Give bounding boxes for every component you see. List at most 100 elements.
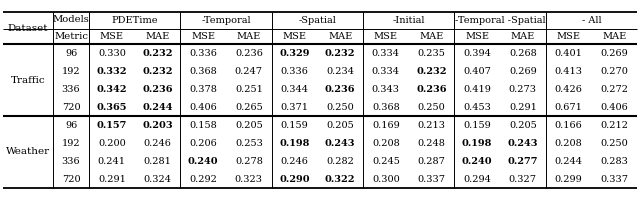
Text: MSE: MSE xyxy=(465,32,489,41)
Text: Metric: Metric xyxy=(54,32,88,41)
Text: 0.291: 0.291 xyxy=(98,174,126,183)
Text: 0.206: 0.206 xyxy=(189,138,217,147)
Text: 0.212: 0.212 xyxy=(600,120,628,129)
Text: 0.337: 0.337 xyxy=(600,174,628,183)
Text: 0.232: 0.232 xyxy=(142,49,173,58)
Text: 0.198: 0.198 xyxy=(462,138,492,147)
Text: -Temporal: -Temporal xyxy=(201,16,251,25)
Text: 0.322: 0.322 xyxy=(325,174,355,183)
Text: 0.208: 0.208 xyxy=(555,138,582,147)
Text: 0.292: 0.292 xyxy=(189,174,217,183)
Text: 0.300: 0.300 xyxy=(372,174,400,183)
Text: 192: 192 xyxy=(61,138,80,147)
Text: MSE: MSE xyxy=(282,32,307,41)
Text: 0.342: 0.342 xyxy=(97,85,127,94)
Text: 0.205: 0.205 xyxy=(326,120,354,129)
Text: 0.336: 0.336 xyxy=(189,49,217,58)
Text: 0.365: 0.365 xyxy=(97,103,127,111)
Text: - All: - All xyxy=(582,16,601,25)
Text: 0.240: 0.240 xyxy=(462,156,492,165)
Text: MAE: MAE xyxy=(145,32,170,41)
Text: 0.671: 0.671 xyxy=(555,103,582,111)
Text: -Initial: -Initial xyxy=(392,16,425,25)
Text: 0.299: 0.299 xyxy=(555,174,582,183)
Text: 0.200: 0.200 xyxy=(98,138,125,147)
Text: 0.251: 0.251 xyxy=(235,85,263,94)
Text: 0.378: 0.378 xyxy=(189,85,217,94)
Text: 336: 336 xyxy=(61,156,80,165)
Text: MSE: MSE xyxy=(557,32,580,41)
Text: 0.291: 0.291 xyxy=(509,103,537,111)
Text: 0.205: 0.205 xyxy=(509,120,537,129)
Text: 0.413: 0.413 xyxy=(554,67,582,76)
Text: 0.337: 0.337 xyxy=(417,174,445,183)
Text: 0.401: 0.401 xyxy=(555,49,582,58)
Text: 0.244: 0.244 xyxy=(554,156,582,165)
Text: 0.159: 0.159 xyxy=(463,120,491,129)
Text: 0.283: 0.283 xyxy=(600,156,628,165)
Text: 0.394: 0.394 xyxy=(463,49,491,58)
Text: 0.343: 0.343 xyxy=(372,85,400,94)
Text: 0.368: 0.368 xyxy=(372,103,400,111)
Text: 0.368: 0.368 xyxy=(189,67,217,76)
Text: 0.250: 0.250 xyxy=(418,103,445,111)
Text: MAE: MAE xyxy=(511,32,535,41)
Text: 0.273: 0.273 xyxy=(509,85,537,94)
Text: 96: 96 xyxy=(65,49,77,58)
Text: 0.248: 0.248 xyxy=(417,138,445,147)
Text: 0.235: 0.235 xyxy=(417,49,445,58)
Text: 0.203: 0.203 xyxy=(142,120,173,129)
Text: 192: 192 xyxy=(61,67,80,76)
Text: 0.453: 0.453 xyxy=(463,103,491,111)
Text: 0.332: 0.332 xyxy=(97,67,127,76)
Text: 0.426: 0.426 xyxy=(555,85,582,94)
Text: 0.281: 0.281 xyxy=(143,156,172,165)
Text: 0.243: 0.243 xyxy=(325,138,355,147)
Text: 0.243: 0.243 xyxy=(508,138,538,147)
Text: 0.407: 0.407 xyxy=(463,67,491,76)
Text: 0.327: 0.327 xyxy=(509,174,537,183)
Text: 0.269: 0.269 xyxy=(509,67,537,76)
Text: 0.290: 0.290 xyxy=(279,174,310,183)
Text: 0.234: 0.234 xyxy=(326,67,354,76)
Text: 0.236: 0.236 xyxy=(325,85,355,94)
Text: 0.198: 0.198 xyxy=(279,138,310,147)
Text: 0.247: 0.247 xyxy=(235,67,263,76)
Text: 0.323: 0.323 xyxy=(235,174,263,183)
Text: 0.246: 0.246 xyxy=(280,156,308,165)
Text: -Spatial: -Spatial xyxy=(298,16,336,25)
Text: 0.205: 0.205 xyxy=(235,120,262,129)
Text: 0.208: 0.208 xyxy=(372,138,400,147)
Text: MAE: MAE xyxy=(419,32,444,41)
Text: 96: 96 xyxy=(65,120,77,129)
Text: 0.334: 0.334 xyxy=(372,67,400,76)
Text: -Temporal -Spatial: -Temporal -Spatial xyxy=(454,16,545,25)
Text: 0.157: 0.157 xyxy=(97,120,127,129)
Text: 0.344: 0.344 xyxy=(280,85,308,94)
Text: 0.371: 0.371 xyxy=(280,103,308,111)
Text: 0.169: 0.169 xyxy=(372,120,400,129)
Text: MSE: MSE xyxy=(100,32,124,41)
Text: 0.330: 0.330 xyxy=(98,49,126,58)
Text: 0.166: 0.166 xyxy=(555,120,582,129)
Text: 0.232: 0.232 xyxy=(325,49,355,58)
Text: 0.159: 0.159 xyxy=(280,120,308,129)
Text: 0.269: 0.269 xyxy=(600,49,628,58)
Text: 0.270: 0.270 xyxy=(600,67,628,76)
Text: 0.236: 0.236 xyxy=(142,85,173,94)
Text: 0.406: 0.406 xyxy=(189,103,217,111)
Text: 0.265: 0.265 xyxy=(235,103,262,111)
Text: 0.294: 0.294 xyxy=(463,174,491,183)
Text: 0.213: 0.213 xyxy=(417,120,445,129)
Text: 0.324: 0.324 xyxy=(143,174,172,183)
Text: 0.250: 0.250 xyxy=(326,103,354,111)
Text: Dataset: Dataset xyxy=(8,24,48,33)
Text: 0.278: 0.278 xyxy=(235,156,263,165)
Text: MSE: MSE xyxy=(191,32,215,41)
Text: 0.250: 0.250 xyxy=(600,138,628,147)
Text: 0.419: 0.419 xyxy=(463,85,491,94)
Text: 0.245: 0.245 xyxy=(372,156,400,165)
Text: 0.329: 0.329 xyxy=(279,49,310,58)
Text: 336: 336 xyxy=(61,85,80,94)
Text: 0.241: 0.241 xyxy=(98,156,126,165)
